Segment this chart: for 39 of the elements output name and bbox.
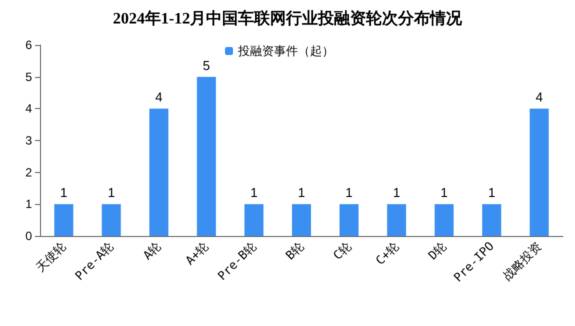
x-tick-label: C轮 [330,239,354,263]
x-tick-label: 战略投资 [500,239,544,283]
y-tick-label: 4 [25,102,32,116]
data-label: 1 [60,185,68,200]
data-label: 4 [155,90,162,105]
data-label: 1 [345,185,353,200]
bar [149,108,168,236]
x-tick-label: A+轮 [182,239,212,268]
chart-title: 2024年1-12月中国车联网行业投融资轮次分布情况 [112,10,464,28]
data-label: 1 [298,185,306,200]
y-tick-label: 1 [25,197,32,212]
bar [196,76,216,236]
y-tick-label: 2 [25,165,32,180]
x-tick-label: B轮 [282,239,306,263]
data-label: 1 [440,185,448,200]
x-tick-label: 天使轮 [33,239,69,274]
bar [244,204,264,236]
data-label: 1 [488,185,496,200]
data-label: 1 [108,185,115,200]
data-label: 5 [202,58,210,73]
bar [482,204,502,236]
data-label: 4 [536,90,543,105]
bar [102,204,121,236]
y-tick-label: 3 [25,134,32,148]
bar [292,204,311,236]
y-tick-label: 0 [25,229,32,243]
bar [340,204,359,236]
bar [434,204,454,236]
bar [54,204,74,236]
y-tick-label: 5 [25,70,32,84]
data-label: 1 [250,185,258,200]
data-label: 1 [392,185,400,200]
legend-label: 投融资事件（起） [237,44,334,58]
x-tick-label: D轮 [426,239,450,263]
x-tick-label: C+轮 [372,239,402,268]
x-tick-label: A轮 [140,239,164,263]
y-tick-label: 6 [25,38,32,52]
bar [387,204,406,236]
bar [530,108,549,236]
